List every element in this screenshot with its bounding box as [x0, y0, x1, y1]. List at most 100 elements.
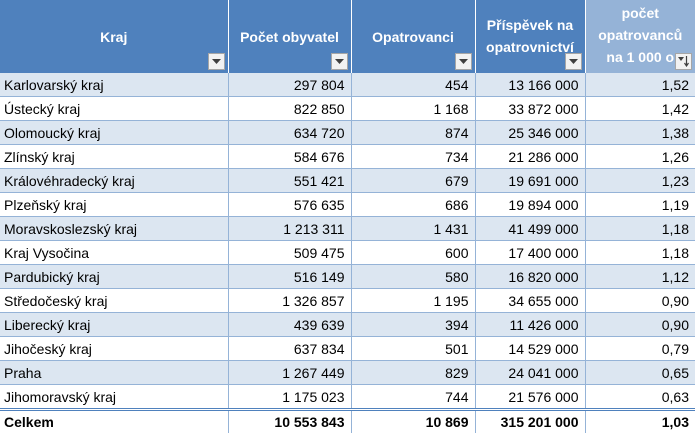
- opatrovanci-cell[interactable]: 580: [351, 264, 476, 289]
- kraj-cell[interactable]: Liberecký kraj: [0, 312, 229, 337]
- obyvatele-cell[interactable]: 1 326 857: [228, 288, 352, 313]
- column-header-opatrovanci[interactable]: Opatrovanci: [351, 0, 476, 73]
- kraj-cell[interactable]: Kraj Vysočina: [0, 240, 229, 265]
- prispevek-cell[interactable]: 21 286 000: [475, 144, 586, 169]
- column-header-label: Kraj: [100, 29, 128, 45]
- kraj-cell[interactable]: Olomoucký kraj: [0, 120, 229, 145]
- opatrovanci-cell[interactable]: 734: [351, 144, 476, 169]
- opatrovanci-cell[interactable]: 686: [351, 192, 476, 217]
- pocet-cell[interactable]: 1,26: [585, 144, 695, 169]
- prispevek-cell[interactable]: 24 041 000: [475, 360, 586, 385]
- table-row: Pardubický kraj 516 149 580 16 820 000 1,12: [0, 264, 695, 289]
- obyvatele-cell[interactable]: 1 267 449: [228, 360, 352, 385]
- kraj-cell[interactable]: Karlovarský kraj: [0, 73, 229, 97]
- opatrovanci-cell[interactable]: 1 168: [351, 96, 476, 121]
- chevron-down-icon: [211, 59, 221, 64]
- obyvatele-cell[interactable]: 516 149: [228, 264, 352, 289]
- kraj-cell[interactable]: Pardubický kraj: [0, 264, 229, 289]
- column-header-pocet-obyvatel[interactable]: Počet obyvatel: [228, 0, 352, 73]
- opatrovanci-cell[interactable]: 600: [351, 240, 476, 265]
- prispevek-cell[interactable]: 19 691 000: [475, 168, 586, 193]
- pocet-cell[interactable]: 0,63: [585, 384, 695, 410]
- opatrovanci-cell[interactable]: 679: [351, 168, 476, 193]
- pocet-cell[interactable]: 1,52: [585, 73, 695, 97]
- sort-filter-dropdown-button[interactable]: [675, 53, 692, 70]
- total-row: Celkem 10 553 843 10 869 315 201 000 1,0…: [0, 408, 695, 433]
- chevron-down-icon: [458, 59, 468, 64]
- opatrovanci-cell[interactable]: 874: [351, 120, 476, 145]
- obyvatele-cell[interactable]: 551 421: [228, 168, 352, 193]
- prispevek-cell[interactable]: 17 400 000: [475, 240, 586, 265]
- kraj-cell[interactable]: Plzeňský kraj: [0, 192, 229, 217]
- prispevek-cell[interactable]: 11 426 000: [475, 312, 586, 337]
- kraj-cell[interactable]: Jihočeský kraj: [0, 336, 229, 361]
- filter-dropdown-button[interactable]: [207, 53, 225, 70]
- opatrovanci-cell[interactable]: 501: [351, 336, 476, 361]
- obyvatele-cell[interactable]: 1 213 311: [228, 216, 352, 241]
- obyvatele-cell[interactable]: 509 475: [228, 240, 352, 265]
- prispevek-cell[interactable]: 21 576 000: [475, 384, 586, 410]
- table-row: Jihočeský kraj 637 834 501 14 529 000 0,79: [0, 336, 695, 361]
- pocet-cell[interactable]: 1,12: [585, 264, 695, 289]
- pocet-cell[interactable]: 0,79: [585, 336, 695, 361]
- total-pocet-cell[interactable]: 1,03: [585, 408, 695, 433]
- filter-dropdown-button[interactable]: [454, 53, 472, 70]
- kraj-cell[interactable]: Praha: [0, 360, 229, 385]
- total-opatrovanci-cell[interactable]: 10 869: [351, 408, 476, 433]
- pocet-cell[interactable]: 1,42: [585, 96, 695, 121]
- pocet-cell[interactable]: 1,19: [585, 192, 695, 217]
- pocet-cell[interactable]: 0,90: [585, 312, 695, 337]
- pocet-cell[interactable]: 1,18: [585, 240, 695, 265]
- column-header-pocet-na-1000[interactable]: počet opatrovanců na 1 000 o: [585, 0, 695, 73]
- total-obyvatele-cell[interactable]: 10 553 843: [228, 408, 352, 433]
- prispevek-cell[interactable]: 25 346 000: [475, 120, 586, 145]
- pocet-cell[interactable]: 0,90: [585, 288, 695, 313]
- prispevek-cell[interactable]: 13 166 000: [475, 73, 586, 97]
- column-header-prispevek[interactable]: Příspěvek na opatrovnictví: [475, 0, 586, 73]
- obyvatele-cell[interactable]: 1 175 023: [228, 384, 352, 410]
- pocet-cell[interactable]: 1,38: [585, 120, 695, 145]
- column-header-kraj[interactable]: Kraj: [0, 0, 229, 73]
- obyvatele-cell[interactable]: 584 676: [228, 144, 352, 169]
- opatrovanci-cell[interactable]: 829: [351, 360, 476, 385]
- obyvatele-cell[interactable]: 637 834: [228, 336, 352, 361]
- kraj-cell[interactable]: Královéhradecký kraj: [0, 168, 229, 193]
- obyvatele-cell[interactable]: 439 639: [228, 312, 352, 337]
- opatrovanci-cell[interactable]: 1 195: [351, 288, 476, 313]
- total-prispevek-cell[interactable]: 315 201 000: [475, 408, 586, 433]
- opatrovanci-cell[interactable]: 394: [351, 312, 476, 337]
- obyvatele-cell[interactable]: 576 635: [228, 192, 352, 217]
- obyvatele-cell[interactable]: 634 720: [228, 120, 352, 145]
- obyvatele-cell[interactable]: 297 804: [228, 73, 352, 97]
- opatrovanci-cell[interactable]: 744: [351, 384, 476, 410]
- table-row: Karlovarský kraj 297 804 454 13 166 000 1,52: [0, 73, 695, 97]
- opatrovanci-cell[interactable]: 1 431: [351, 216, 476, 241]
- prispevek-cell[interactable]: 14 529 000: [475, 336, 586, 361]
- prispevek-cell[interactable]: 16 820 000: [475, 264, 586, 289]
- opatrovanci-cell[interactable]: 454: [351, 73, 476, 97]
- pocet-cell[interactable]: 0,65: [585, 360, 695, 385]
- table-row: Moravskoslezský kraj 1 213 311 1 431 41 499…: [0, 216, 695, 241]
- table-footer: Celkem 10 553 843 10 869 315 201 000 1,0…: [0, 408, 695, 433]
- kraj-cell[interactable]: Jihomoravský kraj: [0, 384, 229, 410]
- prispevek-cell[interactable]: 41 499 000: [475, 216, 586, 241]
- obyvatele-cell[interactable]: 822 850: [228, 96, 352, 121]
- table-row: Kraj Vysočina 509 475 600 17 400 000 1,18: [0, 240, 695, 265]
- filter-dropdown-button[interactable]: [330, 53, 348, 70]
- chevron-down-icon: [568, 59, 578, 64]
- prispevek-cell[interactable]: 19 894 000: [475, 192, 586, 217]
- kraj-cell[interactable]: Moravskoslezský kraj: [0, 216, 229, 241]
- table-row: Liberecký kraj 439 639 394 11 426 000 0,90: [0, 312, 695, 337]
- kraj-cell[interactable]: Středočeský kraj: [0, 288, 229, 313]
- column-header-line: opatrovnictví: [486, 39, 574, 55]
- total-label-cell[interactable]: Celkem: [0, 408, 229, 433]
- filter-dropdown-button[interactable]: [564, 53, 582, 70]
- pocet-cell[interactable]: 1,23: [585, 168, 695, 193]
- kraj-cell[interactable]: Zlínský kraj: [0, 144, 229, 169]
- pocet-cell[interactable]: 1,18: [585, 216, 695, 241]
- prispevek-cell[interactable]: 33 872 000: [475, 96, 586, 121]
- table-row: Zlínský kraj 584 676 734 21 286 000 1,26: [0, 144, 695, 169]
- prispevek-cell[interactable]: 34 655 000: [475, 288, 586, 313]
- kraj-cell[interactable]: Ústecký kraj: [0, 96, 229, 121]
- column-header-line: opatrovanců: [598, 27, 683, 43]
